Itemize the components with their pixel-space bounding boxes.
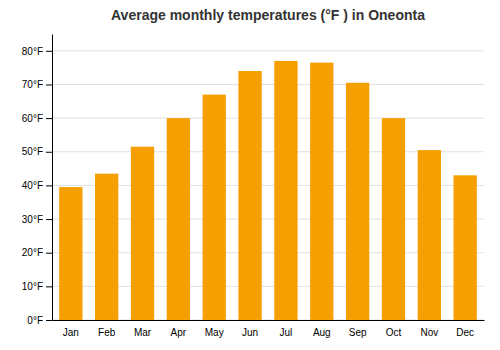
y-tick-label: 70°F <box>22 79 43 90</box>
bars <box>59 61 477 320</box>
y-tick: 80°F <box>22 46 52 57</box>
bar <box>454 175 477 320</box>
bar <box>382 118 405 320</box>
x-tick: Dec <box>456 327 474 338</box>
y-tick: 40°F <box>22 180 52 191</box>
bar <box>418 150 441 320</box>
y-axis-line <box>52 35 53 321</box>
y-tick-label: 0°F <box>27 315 43 326</box>
bar <box>203 95 226 320</box>
bar <box>131 147 154 320</box>
bar <box>274 61 297 320</box>
y-tick-label: 60°F <box>22 113 43 124</box>
y-tick: 30°F <box>22 214 52 225</box>
bar <box>346 83 369 320</box>
x-tick-label: Mar <box>134 327 152 338</box>
y-tick-mark <box>46 286 52 287</box>
x-tick-label: Jul <box>280 327 293 338</box>
grid-line <box>52 118 484 119</box>
x-tick: Jan <box>63 327 79 338</box>
y-tick-label: 30°F <box>22 214 43 225</box>
x-tick-label: Jan <box>63 327 79 338</box>
x-tick: Jun <box>242 327 258 338</box>
x-tick-label: Aug <box>313 327 331 338</box>
y-axis: 0°F 10°F 20°F 30°F 40°F 50°F 60°F 70°F 80°F <box>22 35 53 326</box>
y-tick: 10°F <box>22 281 52 292</box>
y-tick-mark <box>46 219 52 220</box>
y-tick-mark <box>46 253 52 254</box>
x-tick-label: Feb <box>98 327 116 338</box>
x-tick: Aug <box>313 327 331 338</box>
y-tick-label: 80°F <box>22 46 43 57</box>
x-axis: Jan Feb Mar Apr May Jun Jul Aug Sep Oct Nov Dec <box>53 321 485 339</box>
y-tick-label: 40°F <box>22 180 43 191</box>
x-tick: Sep <box>349 327 367 338</box>
y-tick-label: 10°F <box>22 281 43 292</box>
x-tick-label: Nov <box>420 327 438 338</box>
grid <box>52 51 484 320</box>
y-tick: 50°F <box>22 146 52 157</box>
x-tick: Feb <box>98 327 116 338</box>
x-tick: Apr <box>171 327 187 338</box>
x-tick-label: May <box>205 327 224 338</box>
x-tick-label: Oct <box>386 327 402 338</box>
bar <box>238 71 261 320</box>
bar <box>167 118 190 320</box>
title: Average monthly temperatures (°F ) in On… <box>111 7 425 23</box>
x-tick: Nov <box>420 327 438 338</box>
y-tick-mark <box>46 51 52 52</box>
y-tick-mark <box>46 84 52 85</box>
y-tick-mark <box>46 185 52 186</box>
y-tick-mark <box>46 320 52 321</box>
x-tick-label: Apr <box>171 327 187 338</box>
y-tick-label: 50°F <box>22 146 43 157</box>
x-axis-line <box>53 320 485 321</box>
y-tick: 20°F <box>22 247 52 258</box>
bar <box>310 63 333 320</box>
x-tick: Jul <box>280 327 293 338</box>
y-tick: 60°F <box>22 113 52 124</box>
x-tick: May <box>205 327 224 338</box>
y-tick-mark <box>46 152 52 153</box>
x-tick-label: Jun <box>242 327 258 338</box>
y-tick-mark <box>46 118 52 119</box>
bar <box>59 187 82 320</box>
bar <box>95 174 118 320</box>
y-tick: 0°F <box>27 315 52 326</box>
chart: Jan Feb Mar Apr May Jun Jul Aug Sep Oct Nov Dec 0°F 1… <box>0 0 500 350</box>
y-tick-label: 20°F <box>22 247 43 258</box>
grid-line <box>52 50 484 51</box>
grid-line <box>52 84 484 85</box>
x-tick-label: Dec <box>456 327 474 338</box>
y-tick: 70°F <box>22 79 52 90</box>
x-tick: Mar <box>134 327 152 338</box>
x-tick-label: Sep <box>349 327 367 338</box>
x-tick: Oct <box>386 327 402 338</box>
